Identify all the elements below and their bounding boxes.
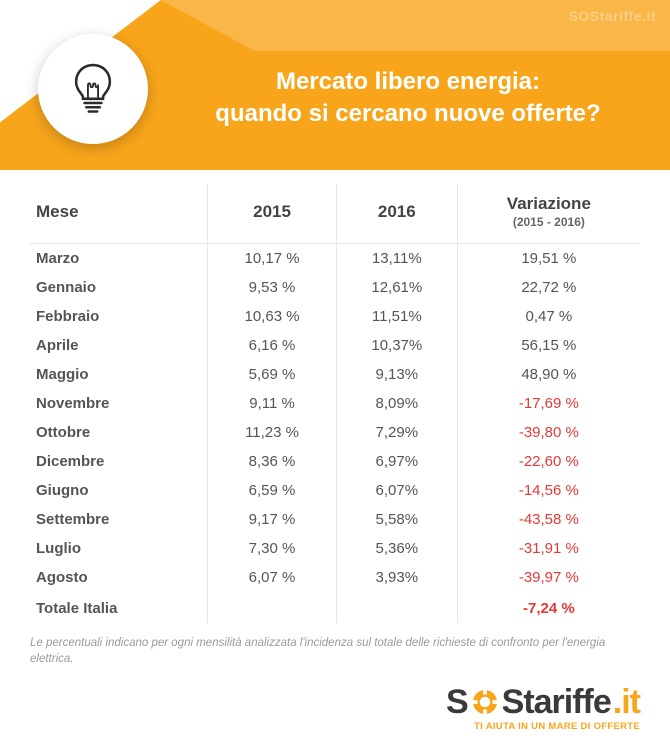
table-row: Marzo10,17 %13,11%19,51 % — [30, 244, 640, 274]
col-header-2015: 2015 — [208, 184, 337, 244]
cell-var: -39,97 % — [457, 563, 640, 592]
cell-2016: 9,13% — [336, 360, 457, 389]
cell-var: 19,51 % — [457, 244, 640, 274]
cell-2016: 3,93% — [336, 563, 457, 592]
cell-2015: 11,23 % — [208, 418, 337, 447]
table-row: Settembre9,17 %5,58%-43,58 % — [30, 505, 640, 534]
cell-2016: 12,61% — [336, 273, 457, 302]
col-header-mese: Mese — [30, 184, 208, 244]
cell-var: 56,15 % — [457, 331, 640, 360]
cell-mese: Maggio — [30, 360, 208, 389]
title-line-2: quando si cercano nuove offerte? — [170, 98, 646, 130]
cell-mese: Gennaio — [30, 273, 208, 302]
cell-2015 — [208, 592, 337, 623]
title-block: Mercato libero energia: quando si cercan… — [170, 66, 646, 131]
cell-2016: 5,58% — [336, 505, 457, 534]
title-line-1: Mercato libero energia: — [170, 66, 646, 98]
table-wrap: Mese 2015 2016 Variazione (2015 - 2016) … — [0, 170, 670, 631]
cell-mese: Dicembre — [30, 447, 208, 476]
cell-2015: 10,17 % — [208, 244, 337, 274]
table-row: Ottobre11,23 %7,29%-39,80 % — [30, 418, 640, 447]
cell-2016: 6,07% — [336, 476, 457, 505]
col-header-2016: 2016 — [336, 184, 457, 244]
table-row: Agosto6,07 %3,93%-39,97 % — [30, 563, 640, 592]
data-table: Mese 2015 2016 Variazione (2015 - 2016) … — [30, 184, 640, 623]
header: SOStariffe.it Mercato libero energia: qu… — [0, 0, 670, 170]
cell-mese: Agosto — [30, 563, 208, 592]
table-row: Novembre9,11 %8,09%-17,69 % — [30, 389, 640, 418]
table-row: Luglio7,30 %5,36%-31,91 % — [30, 534, 640, 563]
cell-var: 22,72 % — [457, 273, 640, 302]
table-row: Dicembre8,36 %6,97%-22,60 % — [30, 447, 640, 476]
cell-mese: Luglio — [30, 534, 208, 563]
table-row: Febbraio10,63 %11,51%0,47 % — [30, 302, 640, 331]
watermark-text: SOStariffe.it — [569, 8, 656, 24]
lifebuoy-icon — [470, 687, 500, 717]
cell-2016 — [336, 592, 457, 623]
lightbulb-icon — [66, 60, 120, 119]
cell-2015: 7,30 % — [208, 534, 337, 563]
table-row: Aprile6,16 %10,37%56,15 % — [30, 331, 640, 360]
cell-2015: 6,16 % — [208, 331, 337, 360]
cell-2016: 13,11% — [336, 244, 457, 274]
cell-var: -22,60 % — [457, 447, 640, 476]
cell-var: -43,58 % — [457, 505, 640, 534]
cell-2015: 10,63 % — [208, 302, 337, 331]
cell-mese: Settembre — [30, 505, 208, 534]
cell-2016: 11,51% — [336, 302, 457, 331]
cell-mese: Totale Italia — [30, 592, 208, 623]
brand-logo: S Stariffe .it TI AIUTA IN UN MARE DI OF… — [446, 683, 640, 732]
cell-2016: 6,97% — [336, 447, 457, 476]
table-body: Marzo10,17 %13,11%19,51 %Gennaio9,53 %12… — [30, 244, 640, 624]
table-row: Maggio5,69 %9,13%48,90 % — [30, 360, 640, 389]
col-header-variazione-sub: (2015 - 2016) — [464, 215, 634, 229]
infographic-card: SOStariffe.it Mercato libero energia: qu… — [0, 0, 670, 756]
cell-mese: Giugno — [30, 476, 208, 505]
cell-2016: 8,09% — [336, 389, 457, 418]
cell-var: 48,90 % — [457, 360, 640, 389]
cell-mese: Febbraio — [30, 302, 208, 331]
logo-wordmark: S Stariffe .it — [446, 683, 640, 719]
cell-2015: 9,17 % — [208, 505, 337, 534]
cell-2015: 5,69 % — [208, 360, 337, 389]
table-row: Giugno6,59 %6,07%-14,56 % — [30, 476, 640, 505]
cell-mese: Ottobre — [30, 418, 208, 447]
cell-mese: Marzo — [30, 244, 208, 274]
cell-var: -7,24 % — [457, 592, 640, 623]
cell-2015: 9,53 % — [208, 273, 337, 302]
footnote: Le percentuali indicano per ogni mensili… — [0, 631, 670, 677]
cell-var: 0,47 % — [457, 302, 640, 331]
cell-2015: 6,07 % — [208, 563, 337, 592]
footer: S Stariffe .it TI AIUTA IN UN MARE DI OF… — [0, 677, 670, 756]
cell-var: -31,91 % — [457, 534, 640, 563]
cell-2016: 5,36% — [336, 534, 457, 563]
cell-mese: Aprile — [30, 331, 208, 360]
col-header-variazione-label: Variazione — [507, 194, 591, 213]
logo-part-it: .it — [613, 685, 640, 719]
table-row: Gennaio9,53 %12,61%22,72 % — [30, 273, 640, 302]
cell-var: -14,56 % — [457, 476, 640, 505]
cell-var: -17,69 % — [457, 389, 640, 418]
cell-2016: 10,37% — [336, 331, 457, 360]
cell-2015: 8,36 % — [208, 447, 337, 476]
header-icon-circle — [38, 34, 148, 144]
cell-mese: Novembre — [30, 389, 208, 418]
cell-2015: 9,11 % — [208, 389, 337, 418]
col-header-variazione: Variazione (2015 - 2016) — [457, 184, 640, 244]
cell-var: -39,80 % — [457, 418, 640, 447]
table-header-row: Mese 2015 2016 Variazione (2015 - 2016) — [30, 184, 640, 244]
table-row-total: Totale Italia -7,24 % — [30, 592, 640, 623]
logo-part-rest: Stariffe — [502, 685, 611, 719]
cell-2015: 6,59 % — [208, 476, 337, 505]
logo-part-s: S — [446, 685, 468, 719]
logo-tagline: TI AIUTA IN UN MARE DI OFFERTE — [474, 721, 640, 732]
cell-2016: 7,29% — [336, 418, 457, 447]
